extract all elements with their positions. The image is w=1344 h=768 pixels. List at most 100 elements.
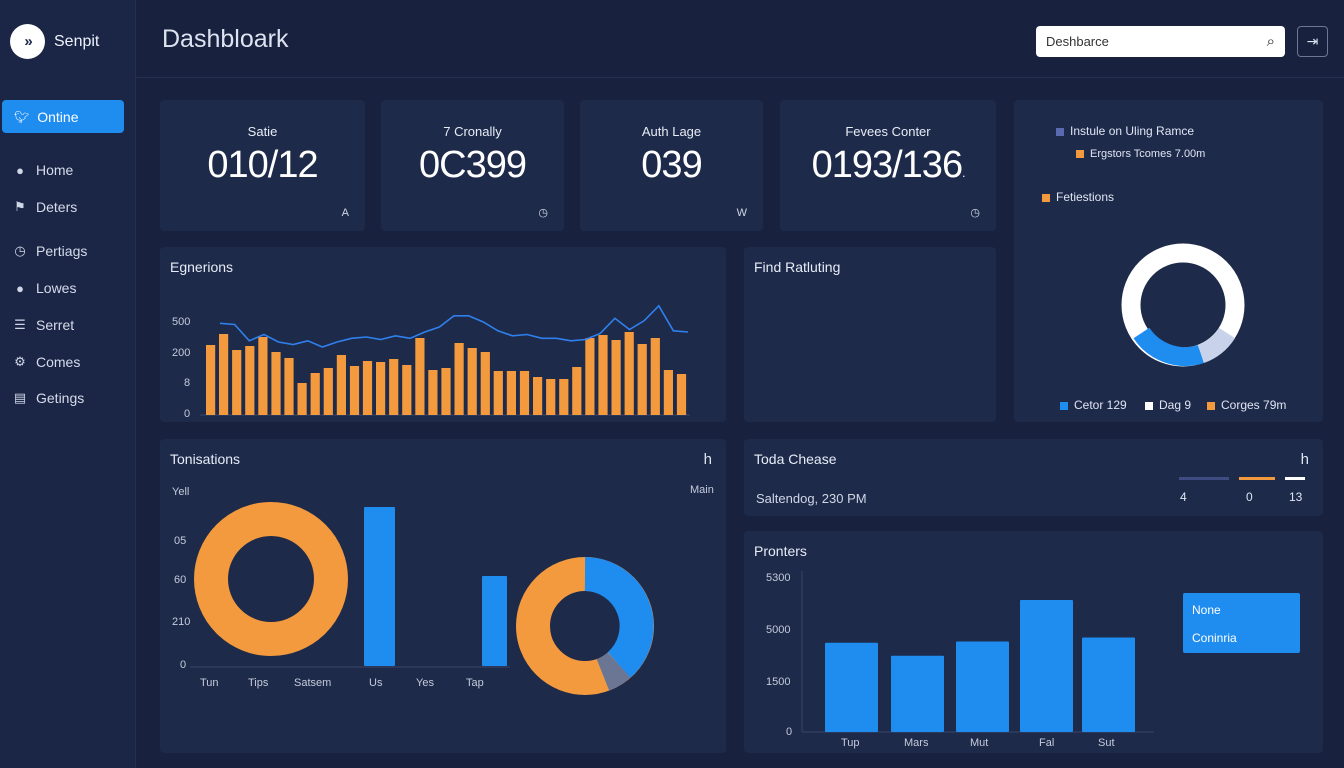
x-tick: Mut [970,737,989,749]
bar [454,343,464,415]
sidebar-item-label: Home [36,162,74,178]
y-tick: 5300 [766,572,791,584]
bar [585,338,595,415]
stat-card-satie[interactable]: Satie 010/12 A [160,100,365,231]
bar [637,344,647,415]
x-tick: Yes [416,677,434,689]
sidebar-item-deters[interactable]: ⚑ Deters [12,199,77,215]
y-tick: 1500 [766,676,791,688]
logout-button[interactable]: ⇥ [1297,26,1328,57]
settings-list-icon: ▤ [13,390,27,405]
legend-swatch [1145,401,1153,410]
sidebar-item-comes[interactable]: ⚙ Comes [12,354,80,370]
clock-icon: ◷ [14,243,26,258]
donut-blue-segment [584,557,654,678]
legend-swatch [1060,401,1068,410]
panel-menu-icon[interactable]: h [1300,451,1309,468]
bird-icon: 🐦︎ [14,109,30,124]
bar [323,368,333,415]
y-tick: 5000 [766,624,791,636]
bar [336,355,346,415]
bar [376,362,386,415]
panel-menu-icon[interactable]: h [703,451,712,468]
sidebar-item-active[interactable]: 🐦︎ Ontine [2,100,124,133]
legend-item: Fetiestions [1042,190,1114,204]
stat-label: Satie [247,124,278,139]
trend-line [219,304,689,348]
legend-label: Ergstors Tcomes 7.00m [1090,148,1206,160]
search-input[interactable] [1046,34,1236,49]
search-icon[interactable]: ⌕ [1266,33,1275,50]
bar [598,335,608,415]
bar [428,370,438,415]
sidebar: » Senpit 🐦︎ Ontine ● Home ⚑ Deters ◷ Per… [0,0,136,768]
bar [533,377,543,415]
donut-chart [1121,243,1245,367]
legend-item: Instule on Uling Ramce [1056,124,1194,138]
bar [676,374,687,415]
legend-label: Fetiestions [1056,190,1115,204]
bar [650,338,660,415]
legend-swatch [1076,150,1084,159]
sidebar-item-serret[interactable]: ☰ Serret [12,317,74,333]
sidebar-item-label: Ontine [37,108,79,125]
sidebar-item-getings[interactable]: ▤ Getings [12,390,84,406]
today-subtitle: Saltendog, 230 PM [756,491,867,506]
bar [245,346,255,415]
sidebar-item-lowes[interactable]: ● Lowes [12,280,76,296]
x-tick: Mars [904,737,929,749]
search-bar[interactable]: ⌕ [1036,26,1285,57]
y-tick: 0 [786,726,793,738]
y-axis-title: Yell [172,486,190,498]
card-title: Find Ratluting [754,259,841,275]
bar [467,348,477,415]
stat-card-auth-lage[interactable]: Auth Lage 039 W [580,100,763,231]
brand[interactable]: » Senpit [10,24,99,59]
card-title: Egnerions [170,259,234,275]
legend-label: Dag 9 [1159,398,1192,412]
logout-icon: ⇥ [1306,33,1319,49]
x-tick: Tips [248,677,269,689]
sidebar-item-label: Comes [36,354,81,370]
sidebar-item-pertiags[interactable]: ◷ Pertiags [12,243,87,259]
y-tick: 05 [174,535,187,547]
legend-swatch [1042,193,1050,202]
bar [310,373,320,415]
sidebar-item-label: Lowes [36,280,77,296]
bar-sut [1082,637,1135,732]
page-title: Dashbloark [162,25,289,53]
engagement-chart [200,304,690,416]
printers-chart [801,571,1154,733]
bar-tup [825,642,878,732]
x-tick: Tun [200,677,219,689]
x-tick: Fal [1039,737,1055,749]
stat-label: Fevees Conter [845,124,931,139]
y-tick: 210 [172,616,191,628]
stat-value-suffix: . [962,166,966,180]
bar [624,332,634,415]
right-label: Main [690,484,714,496]
bar [519,371,530,415]
bar-blue-short [482,576,507,666]
stat-card-cronally[interactable]: 7 Cronally 0C399 ◷ [381,100,564,231]
bar [415,338,425,415]
legend-label: Corges 79m [1221,398,1287,412]
stat-label: Auth Lage [641,124,702,139]
sidebar-item-label: Deters [36,199,78,215]
sidebar-item-home[interactable]: ● Home [12,162,73,178]
bar [297,383,307,415]
legend-item: Dag 9 [1145,398,1191,412]
list-icon: ☰ [14,317,26,332]
bar [506,371,516,415]
printers-panel: Pronters 5300 5000 1500 0 Tup Mars Mut F… [744,531,1323,753]
stat-card-fevees-conter[interactable]: Fevees Conter 0193/136. ◷ [780,100,996,231]
transactions-chart [190,502,654,695]
donut-blue-segment [1133,327,1204,367]
card-title: Tonisations [170,451,241,467]
sidebar-item-label: Getings [36,390,85,406]
bar-blue-tall [364,507,395,666]
bar [349,366,360,415]
gear-icon: ⚙ [14,354,26,369]
brand-logo-icon: » [10,24,45,59]
stat-value: 010/12 [207,144,318,186]
